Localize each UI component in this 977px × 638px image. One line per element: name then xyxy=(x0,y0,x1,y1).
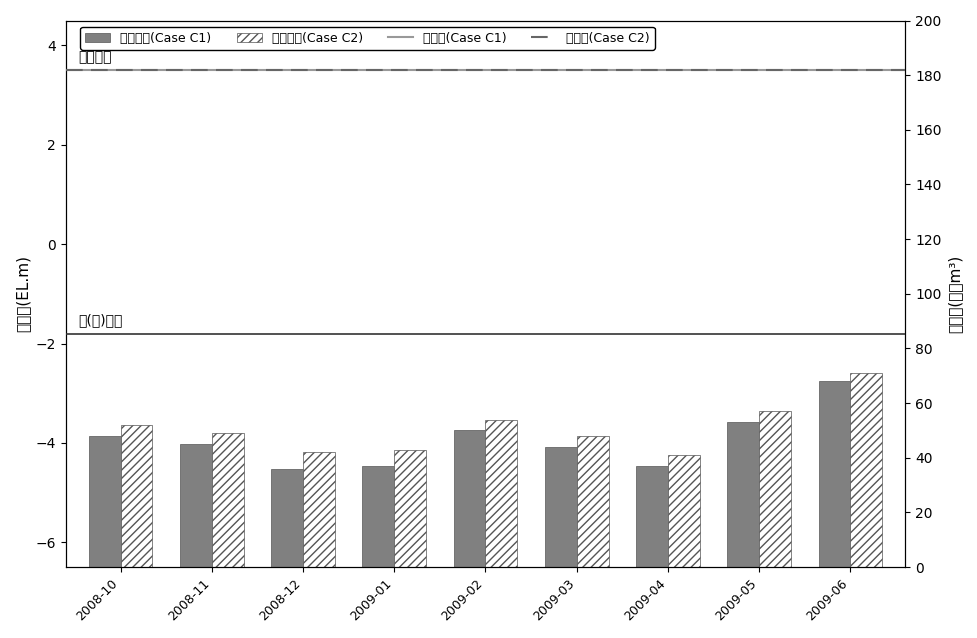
Bar xyxy=(636,466,668,567)
Bar xyxy=(212,433,243,567)
Bar xyxy=(850,373,882,567)
Text: 저(低)수위: 저(低)수위 xyxy=(78,314,123,327)
Legend: 총방류량(Case C1), 총방류량(Case C2), 보수위(Case C1), 보수위(Case C2): 총방류량(Case C1), 총방류량(Case C2), 보수위(Case C… xyxy=(80,27,655,50)
보수위(Case C2) xyxy=(114,66,126,74)
Text: 관리수위: 관리수위 xyxy=(78,50,112,64)
Bar xyxy=(453,431,486,567)
Bar xyxy=(486,420,518,567)
Bar xyxy=(727,422,759,567)
Bar xyxy=(759,412,791,567)
Bar xyxy=(545,447,576,567)
Bar xyxy=(120,425,152,567)
Y-axis label: 방류량(백만m³): 방류량(백만m³) xyxy=(947,255,962,333)
Bar xyxy=(819,382,850,567)
Bar xyxy=(89,436,120,567)
Bar xyxy=(362,466,395,567)
보수위(Case C2) xyxy=(206,66,218,74)
Bar xyxy=(271,469,303,567)
Bar xyxy=(395,450,426,567)
보수위(Case C1) xyxy=(114,66,126,74)
Y-axis label: 저수위(EL.m): 저수위(EL.m) xyxy=(15,255,30,332)
Bar xyxy=(303,452,335,567)
Bar xyxy=(668,455,700,567)
Bar xyxy=(180,444,212,567)
Bar xyxy=(576,436,609,567)
보수위(Case C1) xyxy=(206,66,218,74)
